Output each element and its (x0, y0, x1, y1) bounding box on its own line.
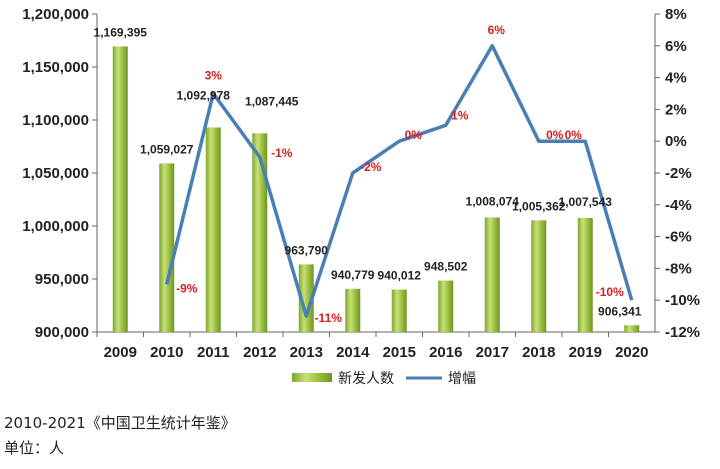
y-left-tick-label: 1,000,000 (22, 218, 89, 235)
y-right-tick-label: 6% (665, 38, 687, 55)
bar (391, 289, 407, 332)
bar (252, 133, 268, 332)
y-left-tick-label: 1,100,000 (22, 112, 89, 129)
bars (112, 46, 640, 333)
y-left-tick-label: 900,000 (35, 324, 89, 341)
y-right-tick-label: 2% (665, 101, 687, 118)
y-left-tick-label: 950,000 (35, 271, 89, 288)
bar-value-label: 1,169,395 (94, 25, 148, 39)
source-note: 2010-2021《中国卫生统计年鉴》 (4, 414, 236, 432)
x-tick-label: 2015 (383, 344, 416, 361)
chart: 900,000 950,000 1,000,000 1,050,000 1,100,00… (22, 6, 700, 387)
growth-value-label: -11% (315, 311, 343, 325)
bar (438, 280, 454, 332)
growth-value-label: 0% (565, 128, 583, 142)
x-tick-label: 2016 (429, 344, 462, 361)
y-right-tick-label: -4% (665, 197, 692, 214)
x-tick-label: 2014 (336, 344, 370, 361)
bar-value-label: 948,502 (424, 260, 468, 274)
bar (484, 217, 500, 332)
x-tick-label: 2012 (243, 344, 276, 361)
x-tick-label: 2011 (197, 344, 230, 361)
growth-value-label: 6% (488, 23, 506, 37)
growth-value-label: 0% (546, 128, 564, 142)
bar-value-label: 906,341 (598, 304, 642, 318)
x-tick-label: 2018 (522, 344, 555, 361)
bar-value-label: 1,092,978 (177, 88, 231, 102)
y-left-tick-label: 1,050,000 (22, 165, 89, 182)
y-right-tick-label: 4% (665, 70, 687, 87)
bar (577, 218, 593, 332)
y-right-tick-label: 8% (665, 6, 687, 23)
bar-value-label: 1,087,445 (245, 94, 299, 108)
bar (112, 46, 128, 333)
unit-note: 单位：人 (4, 439, 65, 457)
growth-line-layer (165, 44, 634, 318)
legend: 新发人数 增幅 (292, 371, 476, 387)
x-tick-label: 2010 (150, 344, 183, 361)
y-left-tick-label: 1,200,000 (22, 6, 89, 23)
growth-value-label: -10% (596, 285, 624, 299)
legend-swatch-bar (292, 373, 332, 382)
y-right-tick-label: -10% (665, 292, 700, 309)
growth-value-label: -9% (176, 281, 198, 295)
axes: 900,000 950,000 1,000,000 1,050,000 1,100,00… (22, 6, 700, 361)
bar (205, 127, 221, 332)
x-tick-label: 2020 (615, 344, 648, 361)
legend-label-bar: 新发人数 (338, 371, 394, 387)
x-tick-label: 2009 (104, 344, 137, 361)
bar-value-label: 940,779 (331, 268, 375, 282)
y-right-tick-label: -8% (665, 260, 692, 277)
growth-value-label: 0% (405, 128, 423, 142)
data-labels: 1,169,395 1,059,027 1,092,978 1,087,445 963,… (94, 23, 642, 325)
bar (345, 288, 361, 332)
bar-value-label: 940,012 (378, 269, 422, 283)
growth-value-label: 3% (205, 69, 223, 83)
x-tick-label: 2017 (476, 344, 509, 361)
y-right-tick-label: -2% (665, 165, 692, 182)
y-left-tick-label: 1,150,000 (22, 59, 89, 76)
growth-value-label: -1% (271, 146, 293, 160)
bar (159, 163, 175, 332)
x-tick-label: 2019 (569, 344, 602, 361)
bar-value-label: 963,790 (285, 243, 329, 257)
legend-label-line: 增幅 (448, 371, 476, 387)
bar-value-label: 1,007,543 (559, 195, 613, 209)
y-right-tick-label: -6% (665, 229, 692, 246)
bar-value-label: 1,008,074 (466, 194, 520, 208)
x-tick-label: 2013 (290, 344, 323, 361)
growth-value-label: -2% (360, 160, 382, 174)
growth-value-label: 1% (451, 108, 469, 122)
bar (298, 264, 314, 332)
y-right-tick-label: -12% (665, 324, 700, 341)
bar-value-label: 1,005,362 (512, 199, 566, 213)
bar (531, 220, 547, 332)
bar (624, 325, 640, 332)
bar-value-label: 1,059,027 (140, 142, 194, 156)
growth-line (165, 44, 634, 318)
y-right-tick-label: 0% (665, 133, 687, 150)
